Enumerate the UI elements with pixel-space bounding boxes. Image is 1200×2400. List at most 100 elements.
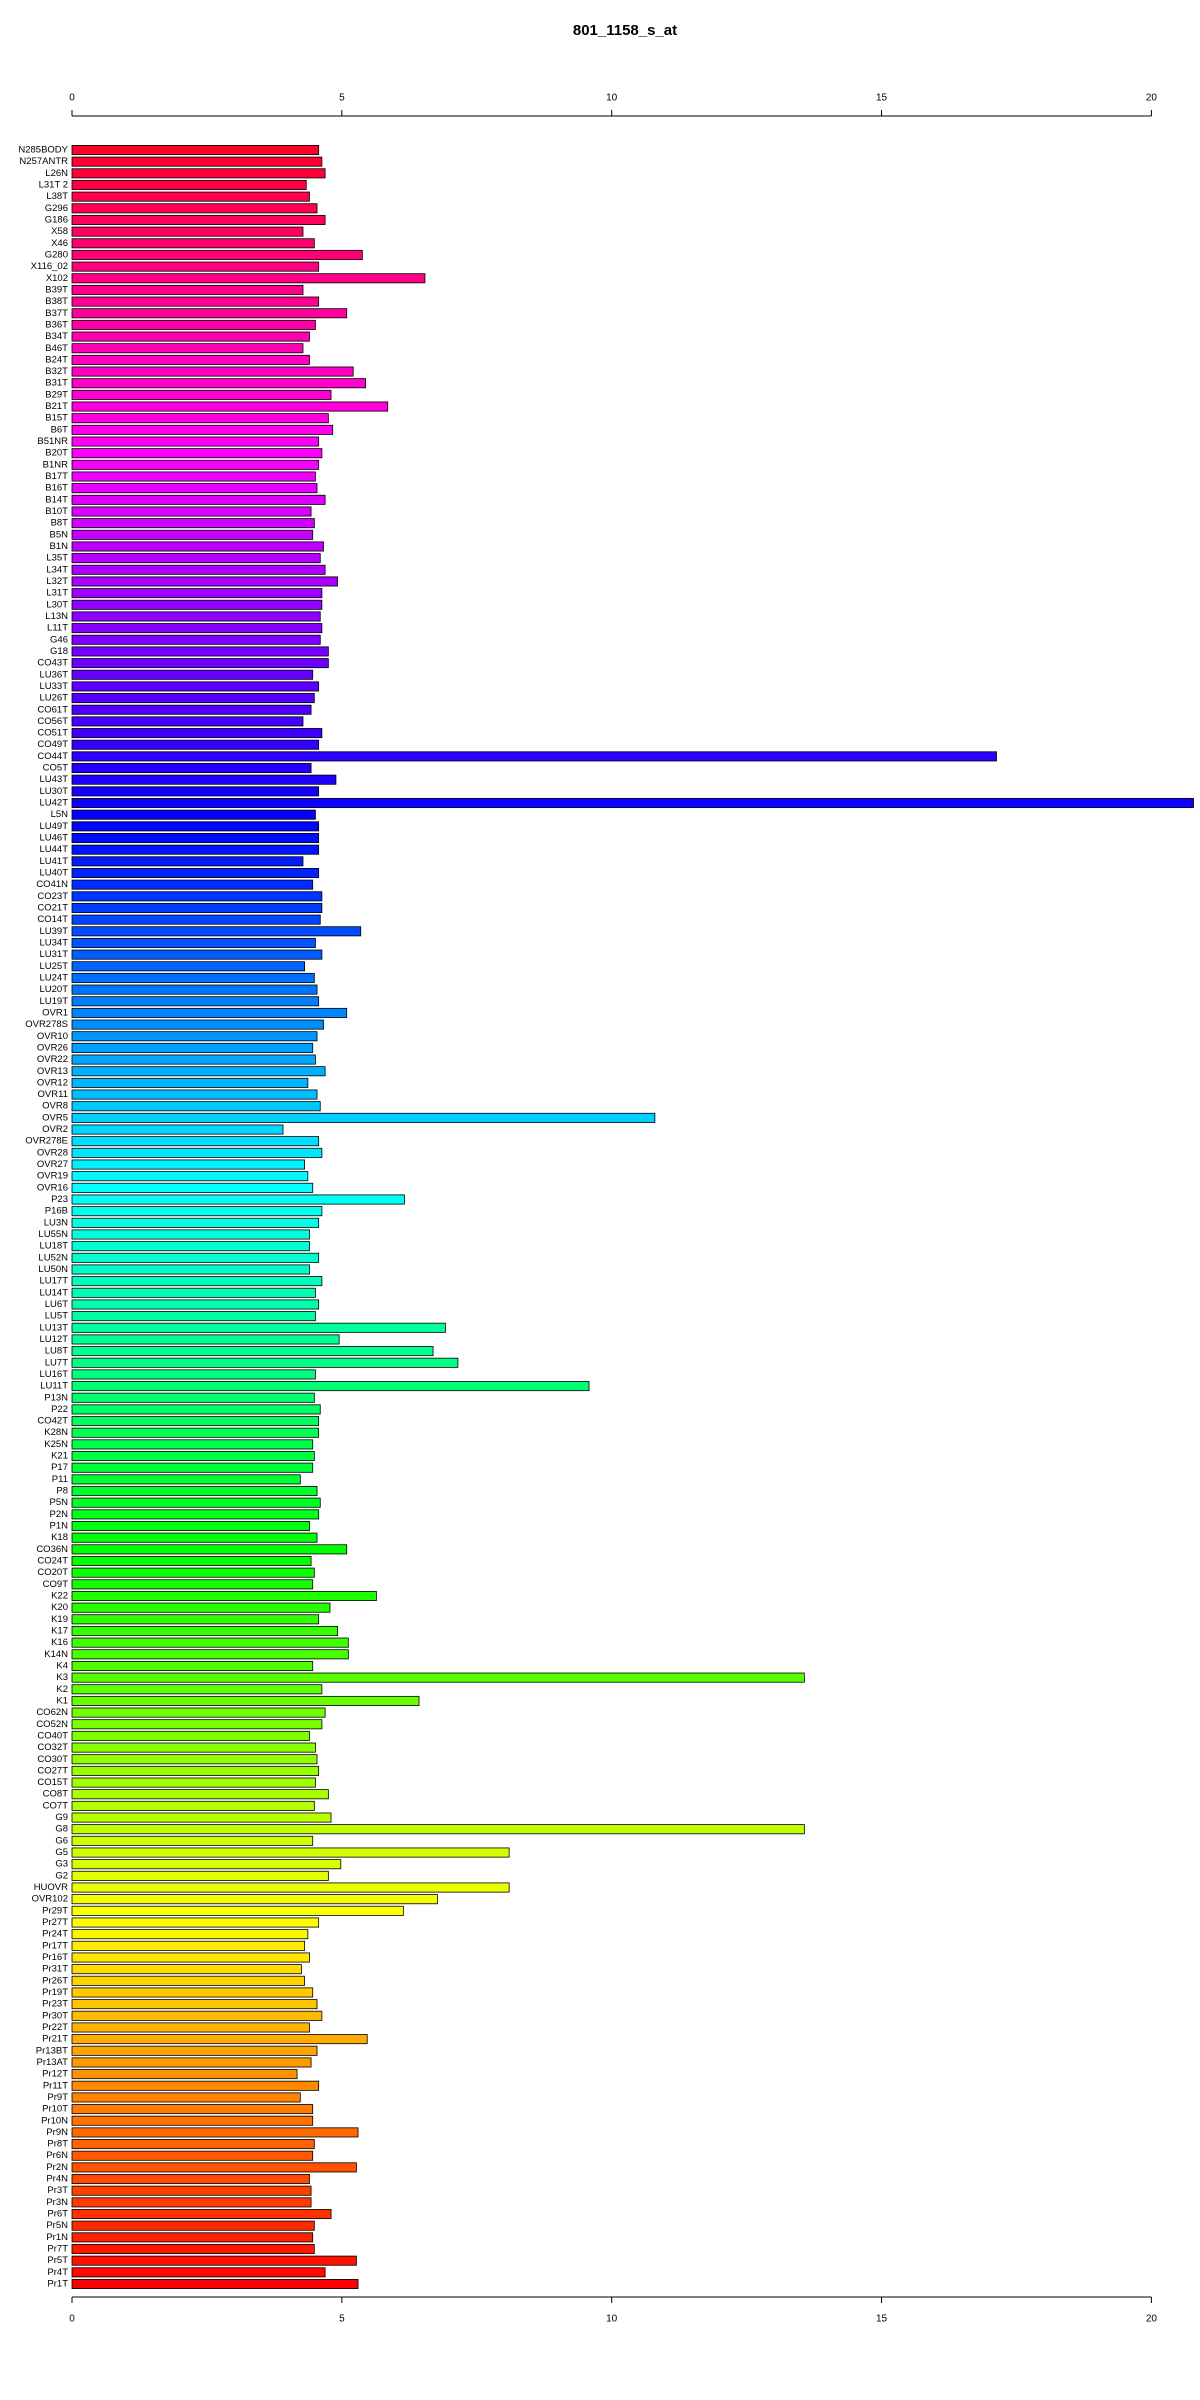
bar bbox=[71, 1252, 320, 1263]
bar bbox=[71, 611, 321, 622]
y-tick-label: P16B bbox=[45, 1206, 68, 1217]
bar bbox=[71, 1042, 314, 1053]
y-tick-label: LU34T bbox=[39, 937, 68, 948]
y-tick-label: CO61T bbox=[37, 704, 68, 715]
bar bbox=[71, 1241, 310, 1252]
y-tick-label: B1NR bbox=[43, 459, 68, 470]
y-tick-label: LU12T bbox=[39, 1334, 68, 1345]
y-tick-label: Pr19T bbox=[42, 1987, 68, 1998]
bar bbox=[71, 273, 426, 284]
bar bbox=[71, 1392, 315, 1403]
bar bbox=[71, 448, 323, 459]
y-tick-label: LU39T bbox=[39, 926, 68, 937]
y-tick-label: Pr10T bbox=[42, 2104, 68, 2115]
x-tick-label: 15 bbox=[876, 2314, 888, 2325]
y-tick-label: CO27T bbox=[37, 1765, 68, 1776]
bar bbox=[71, 2267, 326, 2278]
bar bbox=[71, 1614, 320, 1625]
bar bbox=[71, 378, 366, 389]
y-tick-label: CO42T bbox=[37, 1416, 68, 1427]
bar bbox=[71, 1357, 459, 1368]
bar bbox=[71, 343, 304, 354]
y-tick-label: Pr22T bbox=[42, 2022, 68, 2033]
bar bbox=[71, 1812, 332, 1823]
bar bbox=[71, 401, 389, 412]
bar bbox=[71, 1649, 349, 1660]
bar bbox=[71, 693, 315, 704]
x-tick-label: 5 bbox=[339, 2314, 345, 2325]
bar bbox=[71, 634, 321, 645]
bar bbox=[71, 914, 321, 925]
y-tick-label: B21T bbox=[45, 401, 68, 412]
y-tick-label: OVR10 bbox=[37, 1031, 68, 1042]
bar bbox=[71, 319, 316, 330]
bar bbox=[71, 1206, 323, 1217]
y-tick-label: L34T bbox=[46, 564, 68, 575]
y-tick-label: B14T bbox=[45, 494, 68, 505]
y-tick-label: Pr16T bbox=[42, 1952, 68, 1963]
bar bbox=[71, 2197, 312, 2208]
bar bbox=[71, 553, 321, 564]
y-tick-label: LU33T bbox=[39, 681, 68, 692]
y-tick-label: Pr4T bbox=[47, 2267, 68, 2278]
y-tick-label: Pr23T bbox=[42, 1999, 68, 2010]
y-tick-label: CO32T bbox=[37, 1742, 68, 1753]
bar bbox=[71, 249, 363, 260]
y-tick-label: OVR12 bbox=[37, 1077, 68, 1088]
y-tick-label: L38T bbox=[46, 191, 68, 202]
y-tick-label: LU8T bbox=[45, 1346, 68, 1357]
bar bbox=[71, 588, 323, 599]
y-tick-label: CO52N bbox=[36, 1719, 68, 1730]
x-tick-label: 15 bbox=[876, 93, 888, 104]
y-tick-label: B17T bbox=[45, 471, 68, 482]
y-tick-label: LU17T bbox=[39, 1276, 68, 1287]
y-tick-label: P2N bbox=[50, 1509, 69, 1520]
y-tick-label: LU26T bbox=[39, 693, 68, 704]
bar bbox=[71, 972, 315, 983]
bar bbox=[71, 681, 320, 692]
bar bbox=[71, 1824, 805, 1835]
y-tick-label: Pr7T bbox=[47, 2244, 68, 2255]
bar bbox=[71, 2244, 315, 2255]
y-tick-label: Pr2N bbox=[46, 2162, 68, 2173]
bar bbox=[71, 1509, 320, 1520]
y-tick-label: CO44T bbox=[37, 751, 68, 762]
y-tick-label: LU30T bbox=[39, 786, 68, 797]
bar bbox=[71, 1602, 331, 1613]
bar bbox=[71, 833, 320, 844]
bar bbox=[71, 856, 304, 867]
y-tick-label: LU40T bbox=[39, 868, 68, 879]
x-tick-label: 5 bbox=[339, 93, 345, 104]
chart-title: 801_1158_s_at bbox=[573, 22, 677, 39]
bar bbox=[71, 809, 316, 820]
y-tick-label: K2 bbox=[56, 1684, 68, 1695]
bar bbox=[71, 238, 315, 249]
y-tick-label: Pr6N bbox=[46, 2150, 68, 2161]
bar bbox=[71, 144, 320, 155]
bar bbox=[71, 203, 318, 214]
bar bbox=[71, 879, 314, 890]
bar bbox=[71, 389, 332, 400]
y-tick-label: X102 bbox=[46, 273, 68, 284]
y-tick-label: CO23T bbox=[37, 891, 68, 902]
y-tick-label: B15T bbox=[45, 413, 68, 424]
y-tick-label: G280 bbox=[45, 249, 68, 260]
x-tick-label: 20 bbox=[1146, 93, 1158, 104]
bar bbox=[71, 2010, 323, 2021]
y-tick-label: OVR22 bbox=[37, 1054, 68, 1065]
y-tick-label: OVR26 bbox=[37, 1042, 68, 1053]
bar bbox=[71, 1719, 323, 1730]
bar bbox=[71, 1299, 320, 1310]
bar bbox=[71, 1742, 316, 1753]
bar bbox=[71, 623, 323, 634]
y-tick-label: Pr6T bbox=[47, 2209, 68, 2220]
y-tick-label: K4 bbox=[56, 1660, 68, 1671]
bar bbox=[71, 1999, 318, 2010]
bar bbox=[71, 1894, 438, 1905]
bar bbox=[71, 1859, 342, 1870]
y-tick-label: LU5T bbox=[45, 1311, 68, 1322]
y-tick-label: L11T bbox=[47, 623, 68, 634]
bar bbox=[71, 2162, 357, 2173]
x-tick-label: 0 bbox=[69, 2314, 75, 2325]
y-tick-label: Pr5N bbox=[46, 2220, 68, 2231]
